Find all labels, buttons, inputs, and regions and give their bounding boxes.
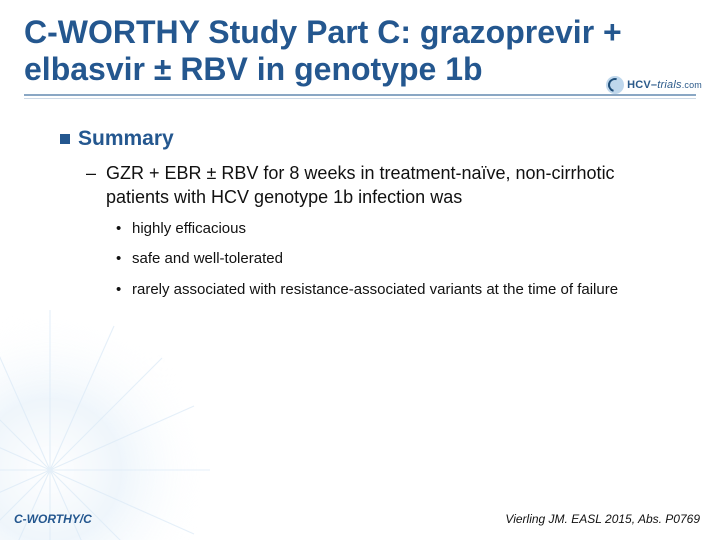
slide-container: C-WORTHY Study Part C: grazoprevir + elb… xyxy=(0,0,720,540)
bullet-level3-item: • rarely associated with resistance-asso… xyxy=(116,280,672,300)
level2-text: GZR + EBR ± RBV for 8 weeks in treatment… xyxy=(106,161,672,210)
square-bullet-icon xyxy=(60,134,70,144)
title-divider-bottom xyxy=(24,98,696,99)
background-burst xyxy=(0,310,210,540)
logo-trials: trials xyxy=(657,79,681,91)
level3-text: highly efficacious xyxy=(132,219,246,239)
level1-text: Summary xyxy=(78,127,174,151)
bullet-level2: – GZR + EBR ± RBV for 8 weeks in treatme… xyxy=(86,161,672,210)
logo-com: .com xyxy=(682,80,702,90)
dash-bullet-icon: – xyxy=(86,161,98,210)
title-divider-top xyxy=(24,94,696,96)
footer-left: C-WORTHY/C xyxy=(14,512,92,526)
dot-bullet-icon: • xyxy=(116,249,124,269)
dot-bullet-icon: • xyxy=(116,280,124,300)
bullet-level3-item: • highly efficacious xyxy=(116,219,672,239)
site-logo: HCV–trials.com xyxy=(606,76,702,94)
slide-title: C-WORTHY Study Part C: grazoprevir + elb… xyxy=(24,14,696,88)
level3-text: rarely associated with resistance-associ… xyxy=(132,280,618,300)
dot-bullet-icon: • xyxy=(116,219,124,239)
content-area: Summary – GZR + EBR ± RBV for 8 weeks in… xyxy=(24,127,696,300)
logo-text: HCV–trials.com xyxy=(627,79,702,91)
logo-swirl-icon xyxy=(606,76,624,94)
level3-text: safe and well-tolerated xyxy=(132,249,283,269)
footer-right: Vierling JM. EASL 2015, Abs. P0769 xyxy=(505,512,700,526)
logo-hcv: HCV xyxy=(627,79,651,91)
bullet-level1: Summary xyxy=(60,127,672,151)
bullet-level3-item: • safe and well-tolerated xyxy=(116,249,672,269)
